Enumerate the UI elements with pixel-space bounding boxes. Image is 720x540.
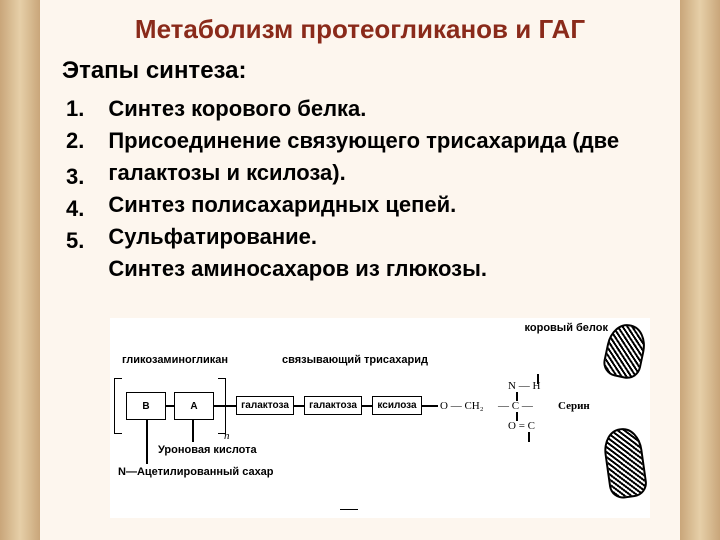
sugar-b: B — [126, 392, 166, 420]
num: 2. — [66, 127, 84, 155]
item: Синтез полисахаридных цепей. — [108, 191, 619, 219]
num: 1. — [66, 95, 84, 123]
galactose-1: галактоза — [236, 396, 294, 415]
chem-c: — C — — [498, 400, 533, 412]
label-trisaccharide: связывающий трисахарид — [282, 354, 428, 366]
label-nacetyl: N—Ацетилированный сахар — [118, 466, 274, 478]
leader — [146, 420, 148, 464]
chem-oc: O = C — [508, 420, 535, 432]
bond — [214, 405, 236, 407]
slide-subtitle: Этапы синтеза: — [62, 57, 658, 85]
sugar-a: A — [174, 392, 214, 420]
chem-nh: N — H — [508, 380, 540, 392]
slide-title: Метаболизм протеогликанов и ГАГ — [62, 14, 658, 45]
protein-blob-top — [601, 321, 649, 382]
num: 4. — [66, 195, 84, 223]
bond — [294, 405, 304, 407]
slide-main: Метаболизм протеогликанов и ГАГ Этапы си… — [40, 0, 680, 540]
xylose: ксилоза — [372, 396, 422, 415]
chem-serine: Серин — [558, 400, 590, 412]
bracket-left — [114, 378, 122, 434]
chemistry-diagram: коровый белок гликозаминогликан связываю… — [110, 318, 650, 518]
bond — [362, 405, 372, 407]
galactose-2: галактоза — [304, 396, 362, 415]
bond-v — [516, 392, 518, 401]
decor-line — [340, 509, 358, 510]
bond — [166, 405, 174, 407]
item: Сульфатирование. — [108, 223, 619, 251]
item: Синтез аминосахаров из глюкозы. — [108, 255, 619, 283]
side-border-left — [0, 0, 40, 540]
item: галактозы и ксилоза). — [108, 159, 619, 187]
label-core-protein: коровый белок — [525, 322, 608, 334]
list-items: Синтез корового белка. Присоединение свя… — [108, 95, 619, 283]
steps-list: 1. 2. 3. 4. 5. Синтез корового белка. Пр… — [66, 95, 658, 283]
label-glycosaminoglycan: гликозаминогликан — [122, 354, 228, 366]
bracket-n: n — [224, 430, 230, 442]
chem-o-ch2: O — CH₂ — [440, 400, 484, 412]
bond-v — [537, 374, 539, 384]
side-border-right — [680, 0, 720, 540]
leader — [192, 420, 194, 442]
label-uronic: Уроновая кислота — [158, 444, 257, 456]
num: 5. — [66, 227, 84, 255]
list-numbers: 1. 2. 3. 4. 5. — [66, 95, 84, 283]
bond — [422, 405, 438, 407]
bond-v — [528, 432, 530, 442]
protein-blob-bottom — [601, 426, 648, 501]
num: 3. — [66, 163, 84, 191]
item: Синтез корового белка. — [108, 95, 619, 123]
bond-v — [516, 412, 518, 421]
item: Присоединение связующего трисахарида (дв… — [108, 127, 619, 155]
